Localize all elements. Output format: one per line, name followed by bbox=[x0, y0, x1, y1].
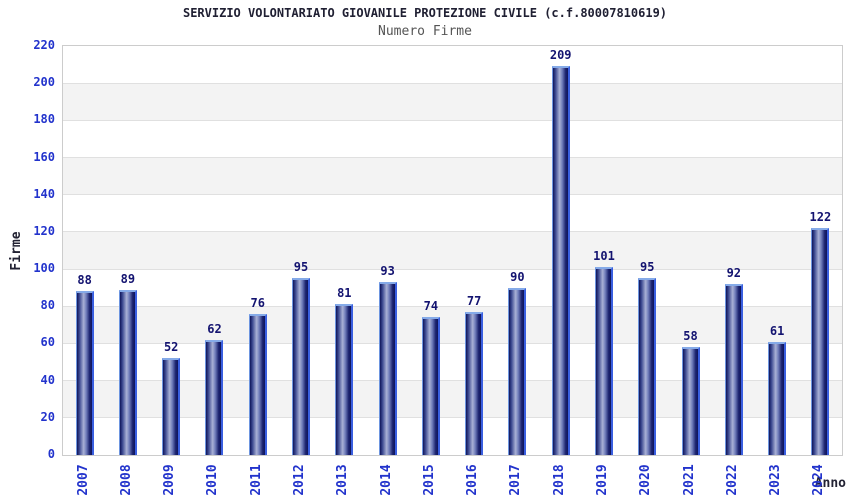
grid-line bbox=[63, 119, 842, 121]
bar bbox=[292, 278, 311, 455]
x-tick-label: 2016 bbox=[465, 464, 481, 496]
x-tick-label: 2015 bbox=[421, 464, 437, 496]
x-tick-label: 2021 bbox=[681, 464, 697, 496]
bar-value-label: 77 bbox=[466, 293, 482, 308]
x-tick-label: 2017 bbox=[508, 464, 524, 496]
plot-band bbox=[63, 417, 842, 455]
bar-value-label: 81 bbox=[337, 286, 352, 301]
grid-line bbox=[63, 417, 842, 419]
x-tick-label: 2022 bbox=[724, 464, 740, 496]
bar bbox=[681, 347, 700, 455]
y-tick-label: 20 bbox=[40, 409, 55, 424]
y-tick-label: 40 bbox=[40, 372, 55, 387]
bar-value-label: 95 bbox=[293, 260, 309, 275]
x-tick-label: 2024 bbox=[811, 464, 827, 496]
bar bbox=[205, 339, 224, 455]
y-tick-label: 120 bbox=[33, 223, 55, 238]
chart-subtitle: Numero Firme bbox=[378, 24, 472, 39]
plot-band bbox=[63, 380, 842, 418]
x-tick-label: 2012 bbox=[292, 464, 308, 496]
bar-value-label: 61 bbox=[769, 323, 785, 338]
plot-band bbox=[63, 83, 842, 121]
x-tick-label: 2019 bbox=[594, 464, 610, 496]
bar bbox=[594, 267, 613, 455]
bar-value-label: 93 bbox=[380, 264, 395, 279]
x-tick-label: 2007 bbox=[75, 464, 91, 496]
bar bbox=[378, 282, 397, 455]
bar-value-label: 122 bbox=[809, 210, 832, 225]
y-tick-label: 140 bbox=[33, 186, 55, 201]
grid-line bbox=[63, 305, 842, 307]
plot-band bbox=[63, 231, 842, 270]
bar bbox=[551, 66, 570, 455]
plot-band bbox=[63, 194, 842, 232]
bar bbox=[768, 341, 787, 455]
bar-value-label: 92 bbox=[726, 265, 742, 280]
bar-value-label: 88 bbox=[77, 273, 92, 288]
bar bbox=[508, 287, 527, 455]
plot-band bbox=[63, 269, 842, 307]
bar-value-label: 76 bbox=[250, 295, 265, 310]
plot-band bbox=[63, 343, 842, 381]
y-tick-label: 220 bbox=[33, 38, 55, 52]
plot-band bbox=[63, 157, 842, 195]
y-tick-label: 60 bbox=[40, 335, 55, 350]
grid-line bbox=[63, 268, 842, 270]
y-tick-label: 100 bbox=[33, 261, 55, 276]
y-tick-label: 160 bbox=[33, 149, 55, 164]
y-tick-label: 0 bbox=[47, 447, 55, 461]
x-tick-label: 2011 bbox=[248, 464, 264, 496]
bar bbox=[118, 289, 137, 455]
bar bbox=[465, 311, 484, 455]
bar bbox=[75, 291, 94, 455]
bar bbox=[724, 283, 743, 455]
x-tick-label: 2023 bbox=[768, 464, 784, 496]
plot-band bbox=[63, 46, 842, 84]
x-axis-label: Anno bbox=[814, 476, 846, 491]
grid-line bbox=[63, 342, 842, 344]
bar-value-label: 62 bbox=[207, 321, 222, 336]
grid-line bbox=[63, 194, 842, 196]
chart-title: SERVIZIO VOLONTARIATO GIOVANILE PROTEZIO… bbox=[182, 6, 668, 20]
y-tick-label: 200 bbox=[33, 75, 55, 90]
grid-line bbox=[63, 380, 842, 382]
x-tick-label: 2018 bbox=[551, 464, 567, 496]
bar-value-label: 90 bbox=[510, 269, 525, 284]
x-tick-label: 2010 bbox=[205, 464, 221, 496]
y-tick-label: 80 bbox=[40, 298, 55, 313]
bar-value-label: 52 bbox=[163, 340, 179, 355]
x-tick-label: 2008 bbox=[118, 464, 134, 496]
bar bbox=[638, 278, 657, 455]
bar bbox=[335, 304, 354, 455]
bar bbox=[811, 228, 830, 455]
bar-value-label: 209 bbox=[549, 48, 572, 63]
bar-value-label: 58 bbox=[683, 329, 698, 344]
plot-band bbox=[63, 120, 842, 158]
x-tick-label: 2013 bbox=[335, 464, 351, 496]
bar-value-label: 89 bbox=[120, 271, 136, 286]
x-tick-label: 2009 bbox=[162, 464, 178, 496]
grid-line bbox=[63, 82, 842, 84]
bar bbox=[162, 358, 181, 455]
bar-value-label: 74 bbox=[423, 299, 439, 314]
bar-value-label: 95 bbox=[640, 260, 655, 275]
grid-line bbox=[63, 157, 842, 159]
x-tick-label: 2020 bbox=[638, 464, 654, 496]
y-tick-label: 180 bbox=[33, 112, 55, 127]
grid-line bbox=[63, 231, 842, 233]
plot-area: 88 89 52 62 76 95 81 93 74 77 90 209 101 95 58 92 61 122 bbox=[62, 45, 843, 456]
bar bbox=[248, 313, 267, 455]
x-tick-label: 2014 bbox=[378, 464, 394, 496]
bar-value-label: 101 bbox=[593, 249, 615, 264]
bar bbox=[421, 317, 440, 455]
plot-band bbox=[63, 306, 842, 344]
